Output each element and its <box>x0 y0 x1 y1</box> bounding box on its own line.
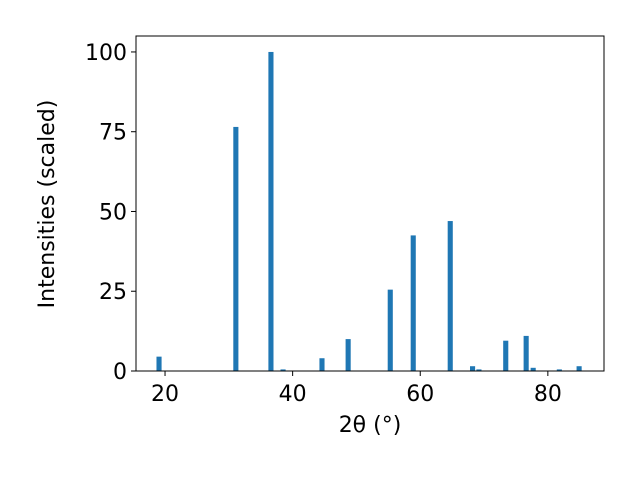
bar <box>447 221 453 371</box>
bar <box>576 366 582 371</box>
y-tick-label: 75 <box>99 121 127 146</box>
bar <box>233 126 239 371</box>
y-axis-label: Intensities (scaled) <box>35 100 60 309</box>
plot-frame <box>135 35 605 372</box>
bar <box>319 358 325 371</box>
bar <box>523 335 529 371</box>
bar <box>470 366 476 371</box>
y-tick-label: 50 <box>99 200 127 225</box>
bar <box>530 367 536 371</box>
x-tick-label: 20 <box>151 382 179 407</box>
y-tick-label: 100 <box>85 41 127 66</box>
x-tick-label: 60 <box>406 382 434 407</box>
bar <box>345 339 351 371</box>
x-axis-label: 2θ (°) <box>339 413 402 438</box>
bar <box>556 369 562 371</box>
bar <box>503 340 509 371</box>
x-tick-label: 80 <box>534 382 562 407</box>
bar <box>156 356 162 371</box>
bar <box>476 369 482 371</box>
bar <box>268 51 274 371</box>
bar <box>280 369 286 371</box>
bar <box>387 289 393 371</box>
x-tick-label: 40 <box>279 382 307 407</box>
y-tick-label: 25 <box>99 280 127 305</box>
bar <box>410 235 416 371</box>
y-tick-label: 0 <box>113 360 127 385</box>
